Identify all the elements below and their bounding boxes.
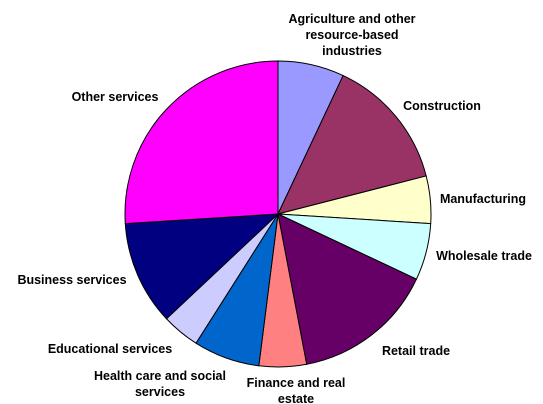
slice-label-retail-trade: Retail trade: [382, 344, 450, 358]
slice-label-other-services: Other services: [72, 90, 159, 104]
slice-label-wholesale-trade: Wholesale trade: [436, 249, 532, 263]
pie-slice-business-services: [124, 213, 280, 320]
pie-slices: [124, 60, 432, 368]
slice-label-health-care-and-social-services: Health care and social services: [94, 369, 226, 399]
slice-label-business-services: Business services: [17, 273, 126, 287]
slice-label-agriculture-and-other-resource-based-industries: Agriculture and other resource-based indus…: [288, 12, 415, 58]
slice-label-educational-services: Educational services: [48, 342, 172, 356]
pie-slice-construction: [277, 74, 427, 215]
pie-labels: Agriculture and other resource-based indus…: [17, 12, 532, 404]
slice-label-finance-and-real-estate: Finance and real estate: [247, 376, 346, 404]
pie-slice-other-services: [124, 60, 279, 225]
slice-label-construction: Construction: [403, 99, 481, 113]
slice-label-manufacturing: Manufacturing: [440, 192, 526, 206]
pie-slice-retail-trade: [277, 213, 418, 365]
